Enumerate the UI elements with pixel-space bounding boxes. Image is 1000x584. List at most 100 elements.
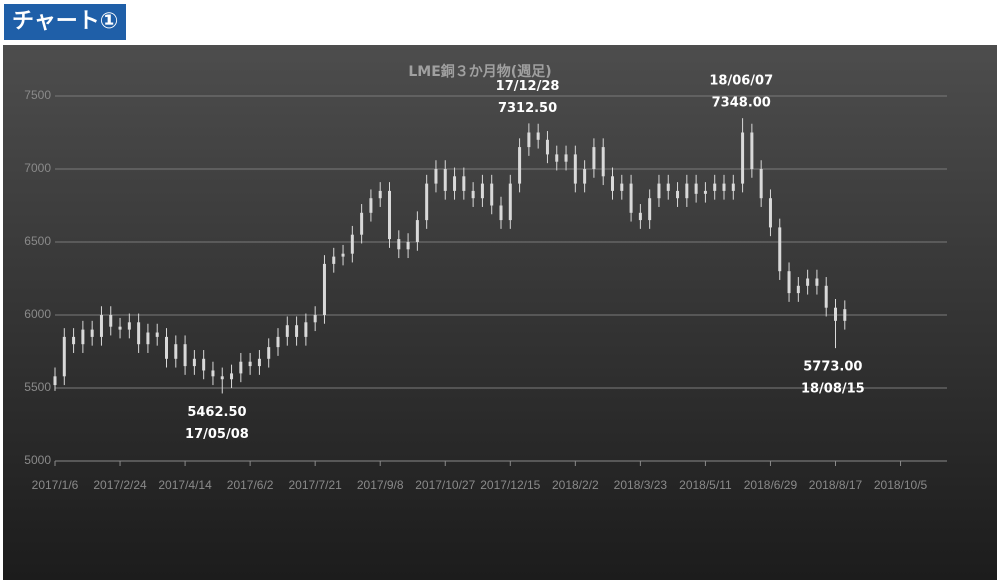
x-tick-label: 2017/9/8 — [357, 478, 404, 492]
candle-body — [137, 322, 141, 345]
candle-body — [555, 154, 559, 162]
candle-body — [648, 198, 652, 221]
candle-body — [415, 220, 419, 242]
candle-body — [545, 139, 549, 155]
candle-body — [666, 183, 670, 191]
candle-body — [527, 132, 531, 148]
candle-body — [508, 183, 512, 221]
candle-body — [843, 309, 847, 321]
x-tick-label: 2018/2/2 — [552, 478, 599, 492]
candle-body — [53, 376, 57, 386]
annotation-date: 18/06/07 — [709, 74, 773, 89]
candle-body — [462, 176, 466, 191]
candle-body — [72, 336, 76, 345]
candle-body — [276, 336, 280, 348]
candle-body — [768, 198, 772, 228]
candle-body — [99, 315, 103, 337]
candle-body — [155, 332, 159, 337]
candle-body — [778, 227, 782, 272]
candle-body — [397, 239, 401, 250]
candle-body — [304, 322, 308, 337]
candle-body — [731, 183, 735, 191]
candle-body — [127, 322, 131, 330]
candle-body — [62, 336, 66, 377]
x-tick-label: 2017/12/15 — [480, 478, 540, 492]
candle-body — [220, 376, 224, 380]
candle-body — [564, 154, 568, 162]
candle-body — [713, 183, 717, 191]
candle-body — [611, 176, 614, 191]
candle-body — [518, 147, 522, 184]
x-tick-label: 2018/5/11 — [679, 478, 732, 492]
y-tick-label: 6000 — [24, 307, 51, 321]
candle-body — [787, 271, 791, 294]
candle-body — [676, 190, 680, 199]
candle-body — [741, 132, 745, 184]
candle-body — [620, 183, 624, 191]
candle-body — [406, 242, 410, 250]
annotation-date: 17/05/08 — [185, 427, 249, 442]
candle-body — [722, 183, 726, 191]
x-tick-label: 2017/6/2 — [227, 478, 274, 492]
candle-body — [434, 169, 438, 184]
y-tick-label: 7000 — [24, 161, 51, 175]
candle-body — [824, 285, 828, 308]
candle-body — [369, 198, 373, 213]
candle-body — [583, 169, 587, 184]
candle-body — [90, 329, 94, 337]
candle-body — [285, 325, 289, 337]
candle-body — [239, 361, 243, 374]
x-tick-label: 2017/10/27 — [415, 478, 475, 492]
candle-body — [499, 205, 503, 221]
y-tick-label: 5000 — [24, 453, 51, 467]
candle-body — [425, 183, 429, 221]
candle-body — [146, 332, 150, 345]
candle-body — [638, 212, 642, 221]
candle-body — [360, 212, 364, 235]
candle-body — [183, 344, 187, 367]
candle-body — [81, 329, 85, 345]
candle-body — [573, 154, 577, 184]
candle-body — [109, 315, 113, 327]
annotation-date: 17/12/28 — [496, 79, 560, 94]
candle-body — [267, 347, 271, 359]
y-tick-label: 6500 — [24, 234, 51, 248]
annotation-value: 7348.00 — [712, 96, 771, 111]
candle-body — [341, 253, 345, 257]
x-tick-label: 2018/6/29 — [744, 478, 798, 492]
annotation-value: 7312.50 — [498, 101, 557, 116]
candle-body — [834, 307, 837, 321]
annotation-value: 5462.50 — [187, 405, 246, 420]
candle-body — [230, 373, 234, 380]
candle-body — [490, 183, 494, 206]
candle-body — [257, 358, 261, 367]
candle-body — [703, 190, 707, 194]
annotation-value: 5773.00 — [803, 360, 862, 375]
candle-body — [759, 169, 763, 199]
candle-body — [601, 147, 605, 177]
x-tick-label: 2018/8/17 — [809, 478, 863, 492]
candle-body — [806, 278, 810, 286]
candle-body — [629, 183, 633, 213]
candle-body — [332, 256, 336, 264]
candle-body — [443, 169, 447, 191]
chart-title: LME銅３か月物(週足) — [408, 63, 551, 80]
candle-body — [480, 183, 484, 199]
candle-body — [118, 326, 122, 330]
candle-body — [694, 183, 698, 194]
candle-body — [313, 315, 317, 323]
y-tick-label: 7500 — [24, 88, 51, 102]
candle-body — [685, 183, 689, 199]
candle-body — [471, 190, 475, 199]
candle-body — [378, 190, 382, 199]
annotation-date: 18/08/15 — [801, 382, 865, 397]
x-tick-label: 2018/10/5 — [874, 478, 928, 492]
candle-body — [248, 361, 252, 367]
candle-body — [322, 263, 326, 315]
x-tick-label: 2017/7/21 — [288, 478, 342, 492]
candle-body — [350, 234, 354, 254]
candle-body — [202, 358, 206, 371]
candle-body — [165, 336, 168, 359]
y-tick-label: 5500 — [24, 380, 51, 394]
